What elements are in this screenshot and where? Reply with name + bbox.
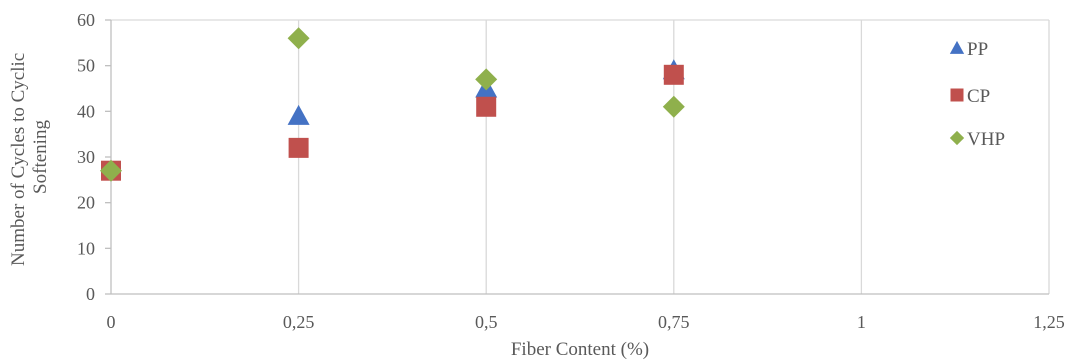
legend-label-pp: PP (967, 39, 988, 60)
y-tick-label: 10 (77, 238, 95, 258)
data-point-vhp (287, 27, 310, 50)
data-point-vhp (100, 159, 122, 182)
x-tick-label: 0,75 (658, 312, 690, 332)
data-points (100, 27, 685, 182)
legend-marker-cp (950, 88, 964, 102)
x-tick-label: 1 (857, 312, 866, 332)
axes (105, 19, 1049, 295)
y-tick-label: 30 (77, 147, 95, 167)
data-point-vhp (475, 68, 498, 91)
y-axis-title-line-2: Softening (30, 120, 51, 194)
data-point-cp (476, 96, 497, 117)
legend-marker-vhp (949, 130, 965, 146)
x-tick-label: 0 (107, 312, 116, 332)
y-axis-title-line-1: Number of Cycles to Cyclic (8, 53, 29, 266)
x-tick-label: 0,25 (283, 312, 315, 332)
y-axis-title: Number of Cycles to Cyclic Softening (8, 48, 51, 266)
data-point-cp (288, 137, 309, 158)
y-tick-label: 60 (77, 10, 95, 30)
y-tick-label: 40 (77, 101, 95, 121)
x-tick-label: 0,5 (475, 312, 498, 332)
tick-labels: 0 10 20 30 40 50 60 0 0,25 0,5 0,75 1 1,25 (77, 10, 1065, 332)
data-point-pp (287, 104, 310, 125)
y-tick-label: 50 (77, 56, 95, 76)
x-tick-label: 1,25 (1033, 312, 1065, 332)
data-point-vhp (662, 95, 685, 118)
y-tick-label: 20 (77, 193, 95, 213)
legend-label-vhp: VHP (967, 129, 1005, 150)
legend: PP CP VHP (949, 39, 1005, 150)
x-axis-title: Fiber Content (%) (511, 339, 649, 360)
y-tick-label: 0 (86, 284, 95, 304)
data-point-cp (663, 64, 684, 85)
legend-label-cp: CP (967, 86, 990, 107)
legend-marker-pp (949, 40, 965, 54)
